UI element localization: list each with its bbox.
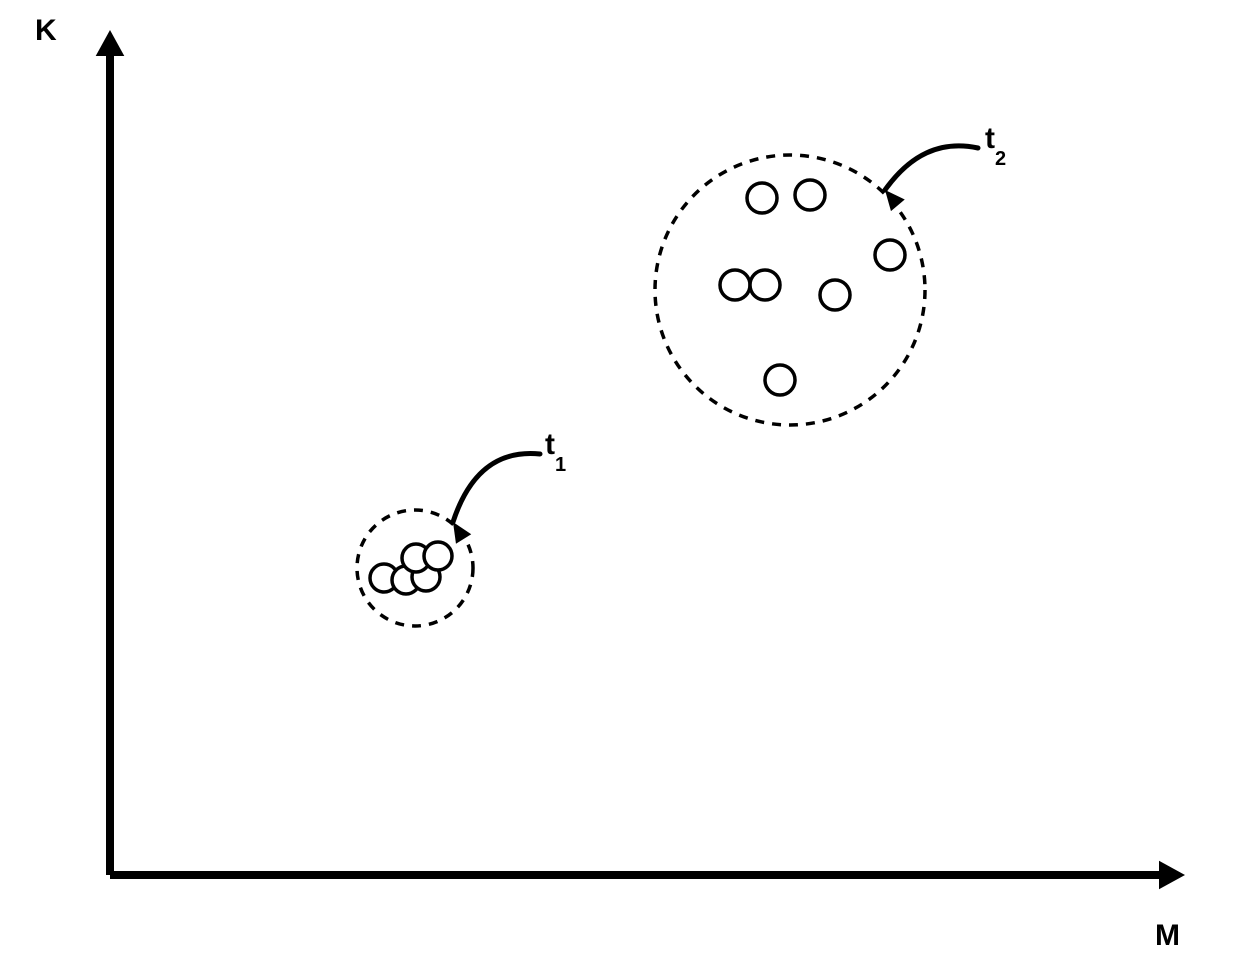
data-point-t2-3 <box>750 270 780 300</box>
cluster-t2 <box>655 155 925 425</box>
callout-label-t2: t2 <box>985 122 1006 170</box>
y-axis-arrowhead-icon <box>96 30 125 56</box>
axes: KM <box>35 14 1185 952</box>
labels-layer: t1 t2 <box>453 122 1006 544</box>
callout-arrow-t2 <box>885 146 978 190</box>
data-point-t2-0 <box>747 183 777 213</box>
callout-arrowhead-icon-t2 <box>885 190 905 211</box>
y-axis-label: K <box>35 14 57 47</box>
scatter-cluster-diagram: KM t1t2 <box>0 0 1240 959</box>
data-point-t2-5 <box>875 240 905 270</box>
callout-label-t1: t1 <box>545 428 566 476</box>
x-axis-label: M <box>1155 919 1180 952</box>
data-point-t1-4 <box>424 542 452 570</box>
clusters-layer <box>357 155 925 626</box>
data-point-t2-6 <box>765 365 795 395</box>
x-axis-arrowhead-icon <box>1159 861 1185 890</box>
data-point-t2-4 <box>820 280 850 310</box>
data-point-t2-1 <box>795 180 825 210</box>
callout-arrow-t1 <box>453 454 540 522</box>
callout-arrowhead-icon-t1 <box>453 522 471 544</box>
data-point-t2-2 <box>720 270 750 300</box>
